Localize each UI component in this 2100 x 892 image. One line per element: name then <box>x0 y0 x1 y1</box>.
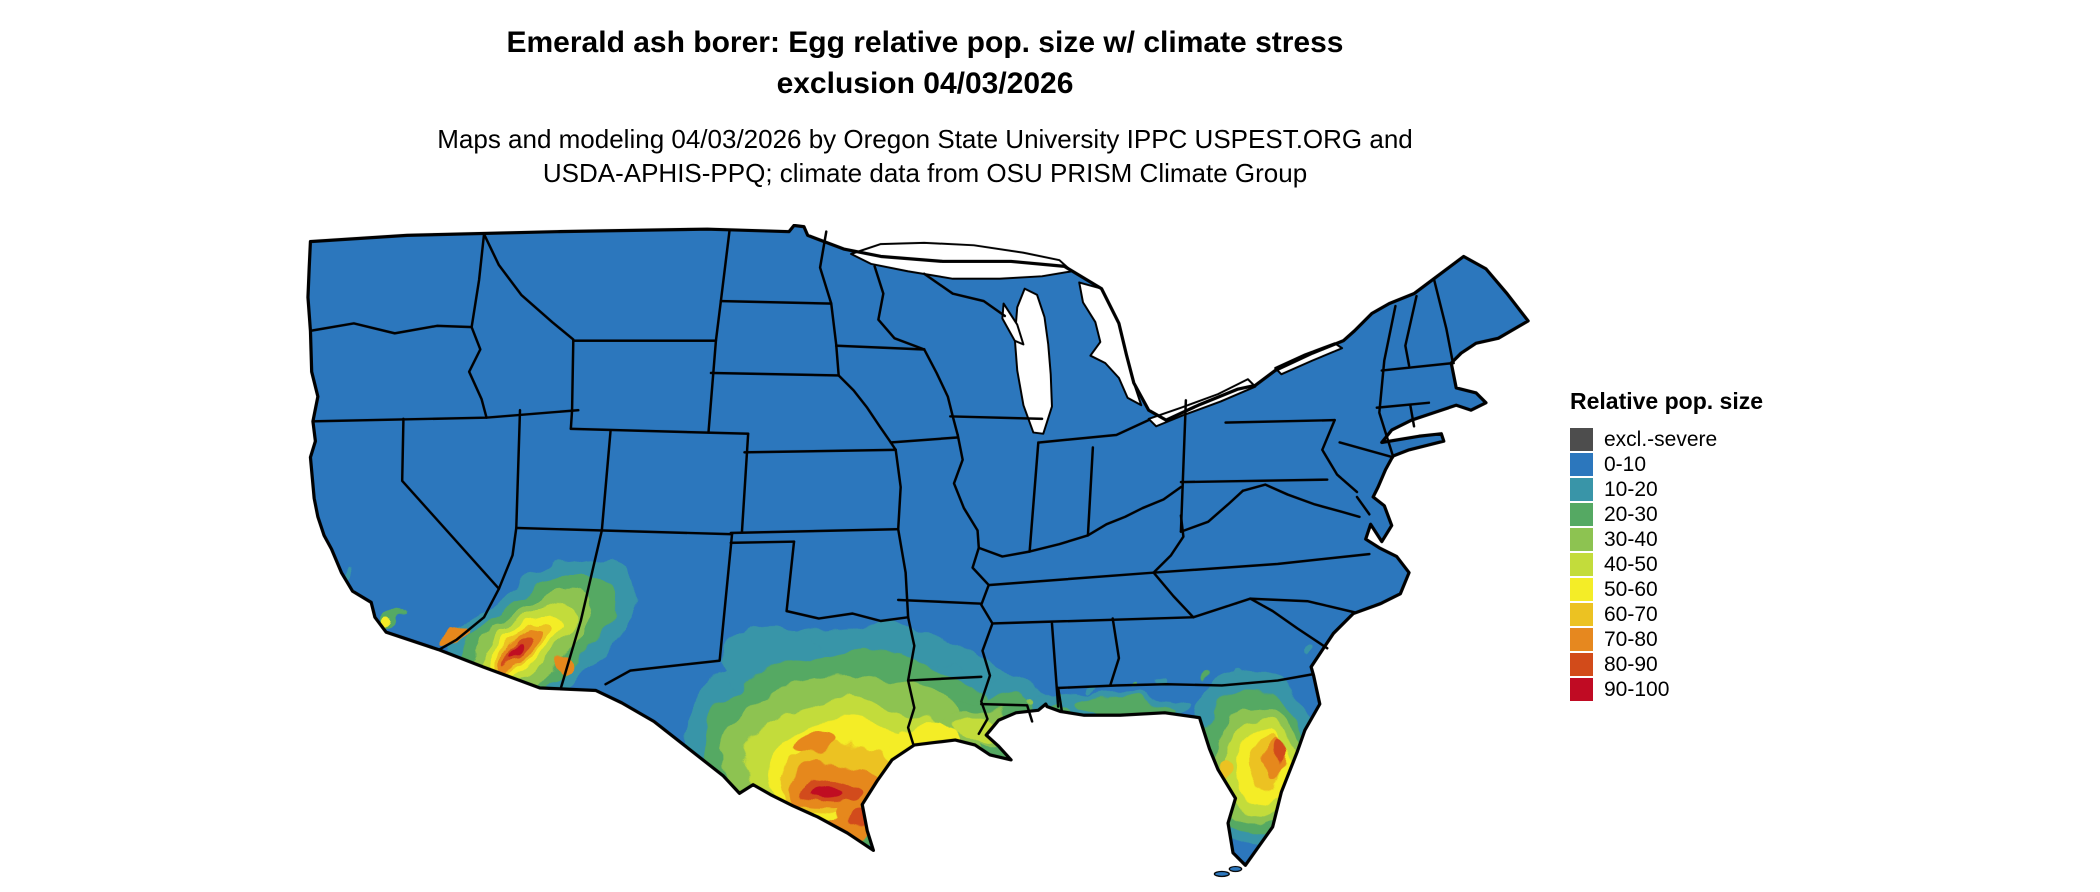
legend-row: 0-10 <box>1570 452 1860 477</box>
legend-row: excl.-severe <box>1570 427 1860 452</box>
legend-label: 60-70 <box>1604 602 1658 626</box>
legend-swatch <box>1570 453 1593 476</box>
legend-row: 50-60 <box>1570 577 1860 602</box>
legend-row: 60-70 <box>1570 602 1860 627</box>
legend-title: Relative pop. size <box>1570 388 1764 414</box>
us-map-svg <box>306 223 1530 878</box>
heat-speckles <box>1026 649 1319 711</box>
us-land <box>307 225 1529 866</box>
map-subtitle-line1: Maps and modeling 04/03/2026 by Oregon S… <box>437 124 1413 154</box>
map-title-line1: Emerald ash borer: Egg relative pop. siz… <box>506 26 1344 59</box>
legend-swatch <box>1570 428 1593 451</box>
legend-row: 80-90 <box>1570 652 1860 677</box>
legend-label: 30-40 <box>1604 527 1658 551</box>
legend-label: 10-20 <box>1604 477 1658 501</box>
legend-label: 20-30 <box>1604 502 1658 526</box>
legend-entries: excl.-severe 0-10 10-20 20-30 30-40 40-50 50-6… <box>1570 427 1860 702</box>
florida-keys <box>1213 865 1243 878</box>
map-subtitle-line2: USDA-APHIS-PPQ; climate data from OSU PR… <box>542 158 1308 188</box>
us-choropleth-map <box>298 223 1538 884</box>
legend: Relative pop. size excl.-severe 0-10 10-20… <box>1570 388 1860 702</box>
legend-label: excl.-severe <box>1604 427 1718 451</box>
legend-swatch <box>1570 653 1593 676</box>
legend-label: 50-60 <box>1604 577 1658 601</box>
legend-swatch <box>1570 678 1593 701</box>
map-subtitle: Maps and modeling 04/03/2026 by Oregon S… <box>0 122 1850 190</box>
legend-row: 70-80 <box>1570 627 1860 652</box>
map-title: Emerald ash borer: Egg relative pop. siz… <box>0 22 1850 104</box>
legend-row: 20-30 <box>1570 502 1860 527</box>
legend-swatch <box>1570 503 1593 526</box>
map-title-line2: exclusion 04/03/2026 <box>776 67 1074 100</box>
lake-ontario <box>1274 342 1344 376</box>
legend-swatch <box>1570 628 1593 651</box>
legend-label: 90-100 <box>1604 677 1670 701</box>
legend-swatch <box>1570 578 1593 601</box>
legend-swatch <box>1570 603 1593 626</box>
legend-label: 80-90 <box>1604 652 1658 676</box>
legend-label: 0-10 <box>1604 452 1647 476</box>
legend-row: 30-40 <box>1570 527 1860 552</box>
legend-row: 10-20 <box>1570 477 1860 502</box>
legend-label: 40-50 <box>1604 552 1658 576</box>
legend-row: 40-50 <box>1570 552 1860 577</box>
legend-swatch <box>1570 553 1593 576</box>
legend-label: 70-80 <box>1604 627 1658 651</box>
legend-row: 90-100 <box>1570 677 1860 702</box>
state-borders <box>309 229 1455 745</box>
legend-swatch <box>1570 528 1593 551</box>
legend-swatch <box>1570 478 1593 501</box>
green-bay <box>1001 302 1025 346</box>
